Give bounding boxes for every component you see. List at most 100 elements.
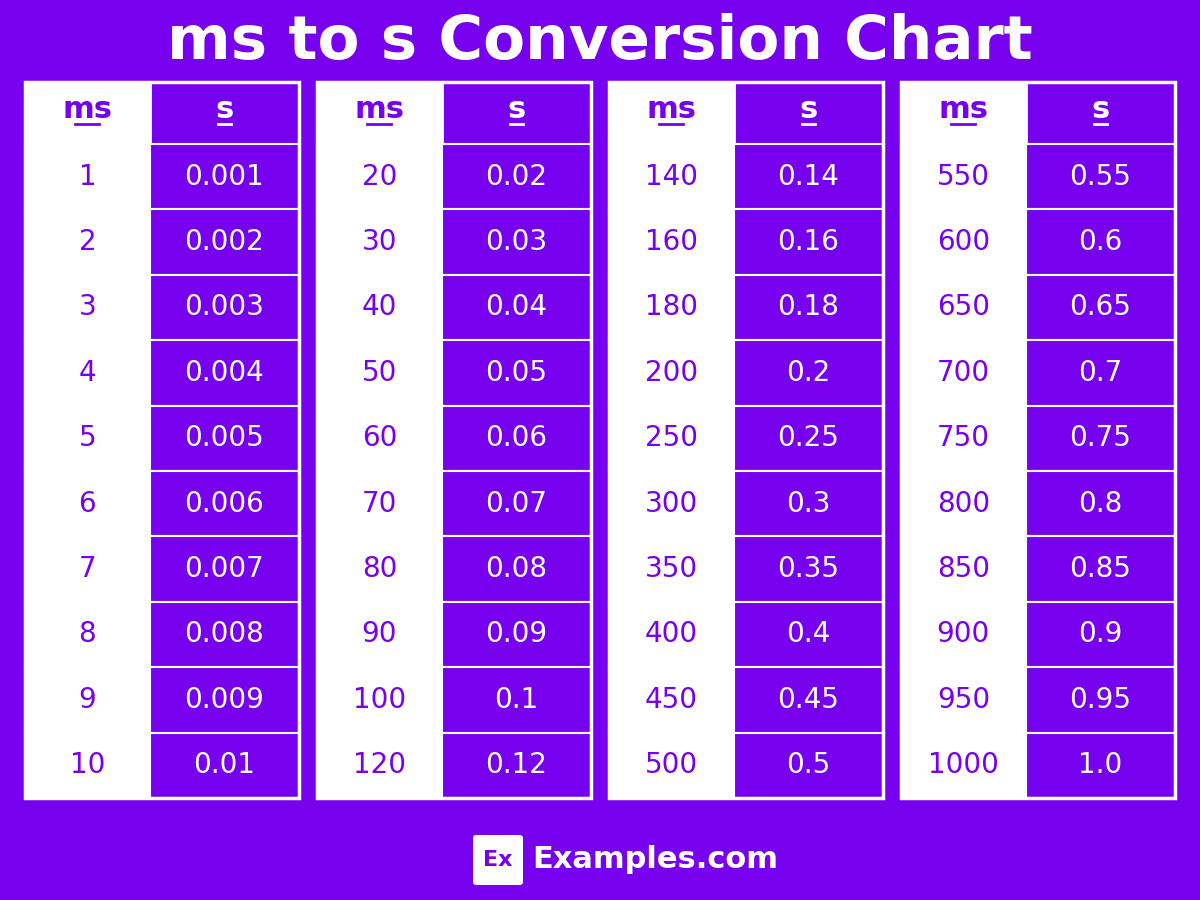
Text: 80: 80	[361, 555, 397, 583]
Text: 7: 7	[78, 555, 96, 583]
Text: 0.002: 0.002	[185, 228, 264, 256]
Text: ms: ms	[62, 94, 113, 123]
Bar	[150, 274, 299, 340]
Bar	[1026, 340, 1175, 406]
Text: 600: 600	[937, 228, 990, 256]
Text: 0.3: 0.3	[786, 490, 830, 518]
Text: 0.001: 0.001	[185, 163, 264, 191]
Text: 0.06: 0.06	[485, 424, 547, 453]
Bar	[25, 274, 150, 340]
Text: 90: 90	[361, 620, 397, 649]
Bar	[1026, 210, 1175, 274]
Text: s: s	[508, 94, 526, 123]
Text: 0.2: 0.2	[786, 359, 830, 387]
Text: 550: 550	[937, 163, 990, 191]
Text: 0.85: 0.85	[1069, 555, 1132, 583]
Bar	[610, 144, 733, 210]
Bar	[610, 210, 733, 274]
Bar	[442, 536, 592, 602]
Bar	[25, 144, 150, 210]
Bar	[25, 733, 150, 798]
Text: 1000: 1000	[928, 752, 998, 779]
Text: 1.0: 1.0	[1079, 752, 1122, 779]
Text: Ex: Ex	[484, 850, 512, 870]
Bar	[610, 471, 733, 536]
Bar	[317, 536, 442, 602]
Text: 5: 5	[78, 424, 96, 453]
Text: 0.55: 0.55	[1069, 163, 1132, 191]
Bar	[317, 602, 442, 667]
Bar	[317, 82, 592, 798]
Text: 700: 700	[937, 359, 990, 387]
Bar	[317, 406, 442, 471]
Text: 0.12: 0.12	[485, 752, 547, 779]
Text: ms: ms	[354, 94, 404, 123]
Text: Examples.com: Examples.com	[532, 845, 778, 875]
Text: 160: 160	[644, 228, 698, 256]
Bar	[317, 667, 442, 733]
Bar	[610, 340, 733, 406]
Text: 50: 50	[361, 359, 397, 387]
Bar	[901, 274, 1026, 340]
Text: ms to s Conversion Chart: ms to s Conversion Chart	[167, 13, 1033, 71]
Text: 100: 100	[353, 686, 406, 714]
Bar	[25, 82, 299, 798]
Bar	[25, 667, 150, 733]
Bar	[25, 82, 150, 144]
Text: 1: 1	[78, 163, 96, 191]
Text: 0.009: 0.009	[185, 686, 264, 714]
Bar	[901, 733, 1026, 798]
Bar	[317, 471, 442, 536]
Text: s: s	[799, 94, 817, 123]
Bar	[150, 210, 299, 274]
Text: 850: 850	[937, 555, 990, 583]
Bar	[150, 667, 299, 733]
Bar	[150, 733, 299, 798]
Bar	[442, 471, 592, 536]
Text: 450: 450	[644, 686, 698, 714]
Text: 0.35: 0.35	[778, 555, 839, 583]
Text: 30: 30	[361, 228, 397, 256]
Text: 0.5: 0.5	[786, 752, 830, 779]
Bar	[1026, 144, 1175, 210]
Text: 0.14: 0.14	[778, 163, 839, 191]
Text: 0.45: 0.45	[778, 686, 839, 714]
Bar	[317, 82, 442, 144]
Text: 0.8: 0.8	[1079, 490, 1122, 518]
Text: 950: 950	[937, 686, 990, 714]
Text: 180: 180	[644, 293, 698, 321]
Text: 650: 650	[937, 293, 990, 321]
Text: 0.4: 0.4	[786, 620, 830, 649]
Bar	[25, 471, 150, 536]
Bar	[442, 602, 592, 667]
Bar	[1026, 406, 1175, 471]
Text: 0.95: 0.95	[1069, 686, 1132, 714]
Bar	[901, 406, 1026, 471]
Text: 300: 300	[644, 490, 698, 518]
Bar	[150, 82, 299, 144]
Text: 0.7: 0.7	[1079, 359, 1122, 387]
Text: 9: 9	[78, 686, 96, 714]
Text: 0.07: 0.07	[485, 490, 547, 518]
Bar	[901, 667, 1026, 733]
Bar	[442, 82, 592, 144]
Bar	[733, 82, 883, 144]
Text: 0.16: 0.16	[778, 228, 839, 256]
Bar	[25, 210, 150, 274]
Text: 0.08: 0.08	[485, 555, 547, 583]
Text: 0.01: 0.01	[193, 752, 256, 779]
Text: 0.007: 0.007	[185, 555, 264, 583]
Text: 6: 6	[78, 490, 96, 518]
Bar	[317, 144, 442, 210]
Bar	[733, 274, 883, 340]
Text: 70: 70	[361, 490, 397, 518]
Bar	[317, 340, 442, 406]
Bar	[150, 406, 299, 471]
Bar	[733, 406, 883, 471]
Bar	[610, 82, 883, 798]
Bar	[901, 210, 1026, 274]
Bar	[733, 210, 883, 274]
Bar	[901, 536, 1026, 602]
Text: 0.75: 0.75	[1069, 424, 1132, 453]
Text: 0.25: 0.25	[778, 424, 839, 453]
